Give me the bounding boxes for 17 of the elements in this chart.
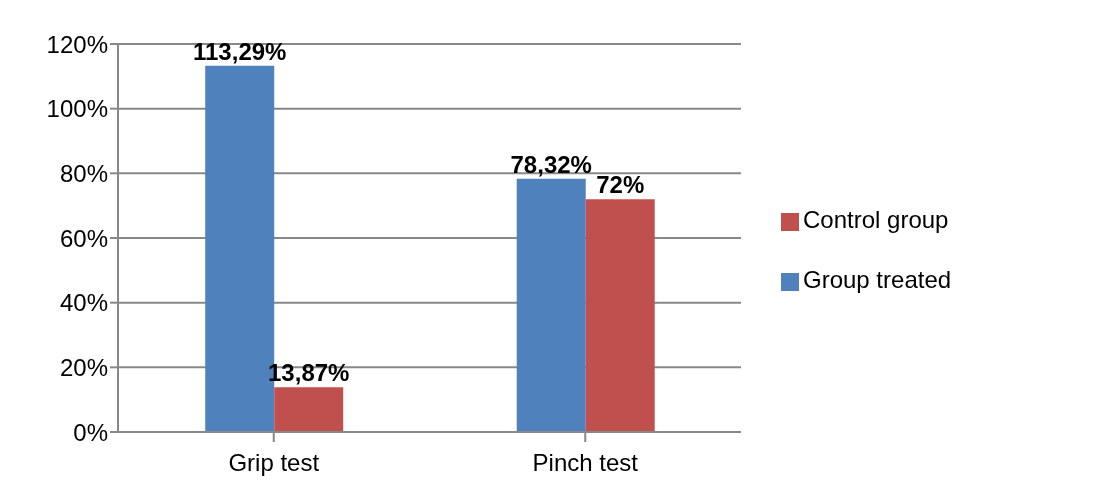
y-tick-label: 60%: [59, 224, 108, 252]
y-tick-label: 40%: [59, 289, 108, 317]
bar: [274, 387, 344, 432]
x-tick-label: Grip test: [228, 449, 320, 477]
data-label: 78,32%: [510, 150, 592, 178]
y-tick-label: 100%: [46, 95, 108, 123]
data-label: 72%: [596, 171, 645, 199]
bar: [585, 199, 655, 432]
y-tick-label: 20%: [59, 353, 108, 381]
y-tick-label: 0%: [73, 418, 108, 446]
legend-label: Group treated: [803, 266, 952, 293]
data-label: 113,29%: [193, 37, 287, 65]
y-tick-label: 80%: [59, 159, 108, 187]
y-tick-label: 120%: [46, 30, 108, 58]
legend-label: Control group: [803, 206, 949, 233]
x-tick-label: Pinch test: [532, 449, 639, 477]
bar: [516, 178, 586, 432]
